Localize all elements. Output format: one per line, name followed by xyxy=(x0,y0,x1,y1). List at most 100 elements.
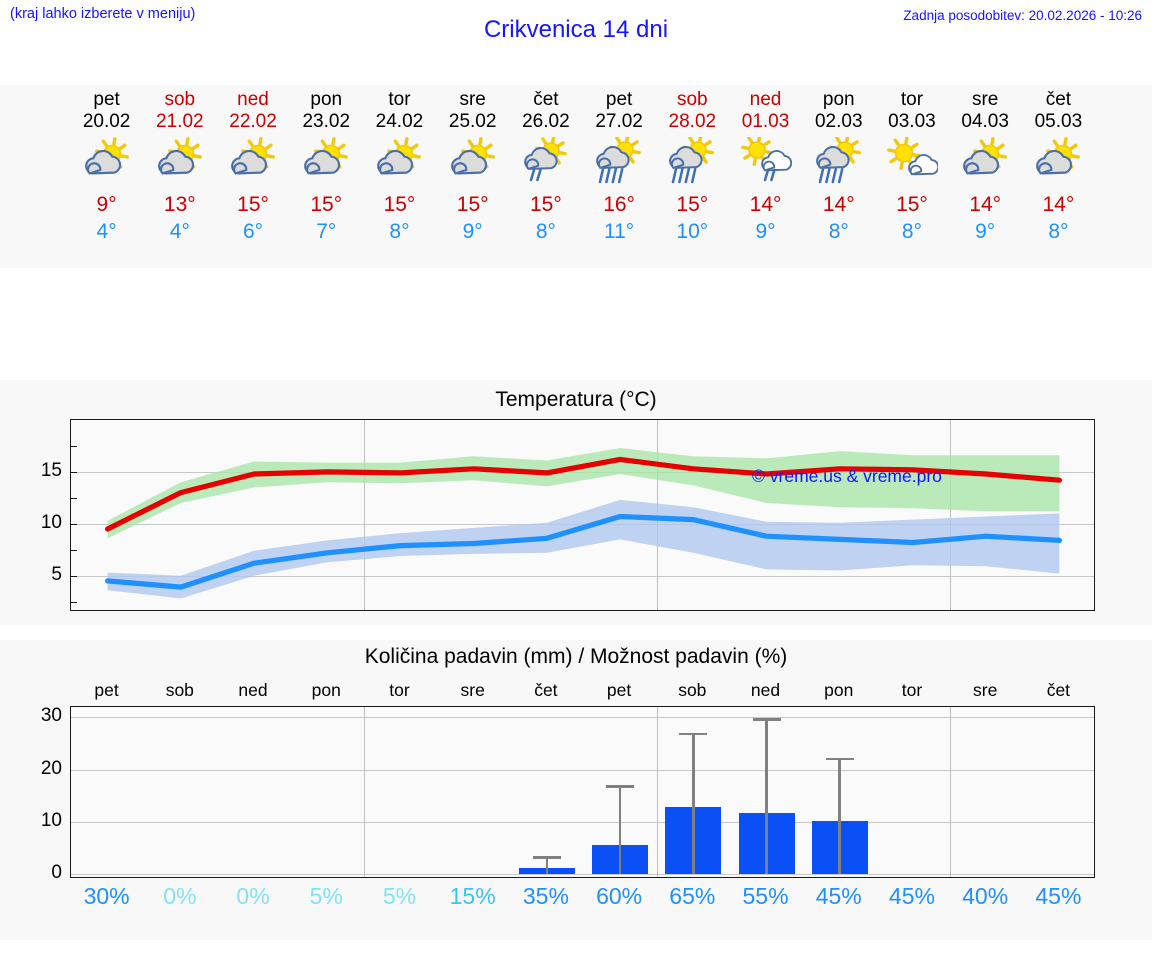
day-temp-min: 10° xyxy=(676,220,709,243)
precipitation-chart-title: Količina padavin (mm) / Možnost padavin … xyxy=(364,645,788,668)
day-date: 05.03 xyxy=(1034,111,1083,132)
precipitation-error-bar xyxy=(545,856,549,874)
day-date: 28.02 xyxy=(668,111,717,132)
precipitation-probability-label: 5% xyxy=(382,883,417,909)
precipitation-probability-label: 0% xyxy=(236,883,270,909)
day-name: pon xyxy=(822,89,855,110)
menu-hint-text: (kraj lahko izberete v meniju) xyxy=(10,6,196,22)
precipitation-error-bar xyxy=(765,718,768,874)
y-axis-tick-label: 15 xyxy=(40,459,62,481)
gridline-vertical xyxy=(949,420,951,610)
day-temp-max: 15° xyxy=(383,193,416,216)
axis-tick-mark xyxy=(71,549,77,552)
precipitation-day-label: čet xyxy=(534,680,558,700)
day-name: sre xyxy=(459,89,486,110)
day-column: ned 01.03 14° 9° xyxy=(727,85,805,245)
partly-cloudy-icon xyxy=(434,136,512,188)
precipitation-day-label: sob xyxy=(165,680,194,700)
day-date: 22.02 xyxy=(229,111,277,132)
gridline-vertical xyxy=(949,707,951,877)
day-column: pon 02.03 14° 8° xyxy=(800,85,878,245)
day-date: 01.03 xyxy=(741,111,790,132)
day-date: 04.03 xyxy=(961,111,1009,132)
precipitation-day-label: sre xyxy=(460,680,485,700)
precipitation-probability-label: 45% xyxy=(815,883,862,909)
y-axis-tick-label: 5 xyxy=(51,563,62,585)
partly-cloudy-rain-icon xyxy=(653,136,731,188)
precipitation-day-label: tor xyxy=(901,680,923,700)
day-column: sre 04.03 14° 9° xyxy=(946,85,1024,245)
day-column: tor 03.03 15° 8° xyxy=(873,85,951,245)
day-temp-max: 15° xyxy=(896,193,928,216)
day-temp-max: 14° xyxy=(1042,193,1075,216)
day-date: 02.03 xyxy=(814,111,863,132)
day-name: tor xyxy=(388,89,411,110)
gridline-horizontal xyxy=(71,769,1094,771)
axis-tick-mark xyxy=(71,575,77,578)
day-temp-min: 8° xyxy=(535,220,556,243)
day-temp-min: 11° xyxy=(603,220,635,243)
precipitation-error-cap xyxy=(752,718,781,722)
sun-cloud-light-rain-icon xyxy=(727,136,805,188)
day-name: ned xyxy=(749,89,782,110)
day-date: 03.03 xyxy=(888,111,936,132)
axis-tick-mark xyxy=(71,497,77,500)
temperature-chart-title: Temperatura (°C) xyxy=(495,388,657,411)
precipitation-day-label: sob xyxy=(678,680,707,700)
y-axis-tick-label: 20 xyxy=(40,757,62,779)
day-temp-min: 8° xyxy=(389,220,410,243)
precipitation-day-label: ned xyxy=(238,680,268,700)
precipitation-error-bar xyxy=(838,757,842,874)
day-temp-min: 8° xyxy=(828,220,849,243)
axis-tick-mark xyxy=(71,601,77,603)
precipitation-probability-label: 45% xyxy=(888,883,935,909)
precipitation-probability-label: 60% xyxy=(596,883,643,909)
day-column: pon 23.02 15° 7° xyxy=(287,85,365,245)
day-date: 23.02 xyxy=(302,111,351,132)
day-temp-min: 7° xyxy=(316,220,337,243)
day-name: sob xyxy=(164,89,196,110)
day-temp-min: 9° xyxy=(462,220,483,243)
gridline-vertical xyxy=(363,420,365,610)
day-temp-min: 8° xyxy=(901,220,922,243)
partly-cloudy-icon xyxy=(946,136,1024,188)
day-temp-max: 15° xyxy=(237,193,269,216)
gridline-vertical xyxy=(656,707,658,877)
day-name: čet xyxy=(1045,89,1072,110)
day-name: pon xyxy=(310,89,343,110)
day-column: čet 26.02 15° 8° xyxy=(507,85,585,245)
day-temp-min: 8° xyxy=(1048,220,1069,243)
precipitation-probability-label: 40% xyxy=(962,883,1009,909)
precipitation-day-label: sre xyxy=(973,680,998,700)
partly-cloudy-rain-icon xyxy=(580,136,658,188)
day-name: pet xyxy=(93,89,120,110)
precipitation-error-cap xyxy=(679,732,708,736)
day-date: 21.02 xyxy=(156,111,204,132)
precipitation-probability-label: 45% xyxy=(1035,883,1082,909)
precipitation-error-cap xyxy=(532,856,561,859)
partly-cloudy-icon xyxy=(141,136,219,188)
day-date: 27.02 xyxy=(595,111,643,132)
day-name: sre xyxy=(971,89,999,110)
partly-cloudy-icon xyxy=(68,136,146,188)
axis-tick-mark xyxy=(71,445,77,448)
page-title: Crikvenica 14 dni xyxy=(483,16,669,43)
partly-cloudy-rain-icon xyxy=(800,136,878,188)
precipitation-probability-label: 30% xyxy=(83,883,130,909)
day-column: sob 21.02 13° 4° xyxy=(141,85,219,245)
precipitation-probability-label: 15% xyxy=(449,883,496,909)
day-column: tor 24.02 15° 8° xyxy=(360,85,438,245)
precipitation-chart-panel: Količina padavin (mm) / Možnost padavin … xyxy=(0,640,1152,940)
day-temp-min: 9° xyxy=(755,220,776,243)
precipitation-day-label: pet xyxy=(94,680,119,700)
day-temp-min: 4° xyxy=(169,220,190,243)
day-temp-max: 15° xyxy=(676,193,709,216)
day-temp-max: 14° xyxy=(749,193,782,216)
temperature-plot-area xyxy=(70,419,1095,611)
last-updated-text: Zadnja posodobitev: 20.02.2026 - 10:26 xyxy=(903,8,1142,23)
precipitation-probability-label: 55% xyxy=(742,883,789,909)
precipitation-error-cap xyxy=(606,785,635,788)
day-temp-min: 6° xyxy=(242,220,264,243)
day-date: 20.02 xyxy=(82,111,131,132)
